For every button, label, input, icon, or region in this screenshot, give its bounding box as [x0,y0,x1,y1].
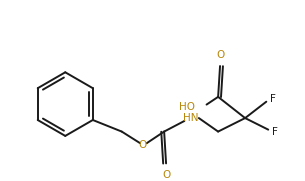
Text: HN: HN [183,113,199,123]
Text: F: F [272,127,278,137]
Text: O: O [216,50,224,60]
Text: O: O [139,140,147,150]
Text: O: O [162,170,170,180]
Text: F: F [270,94,276,104]
Text: HO: HO [179,102,195,111]
